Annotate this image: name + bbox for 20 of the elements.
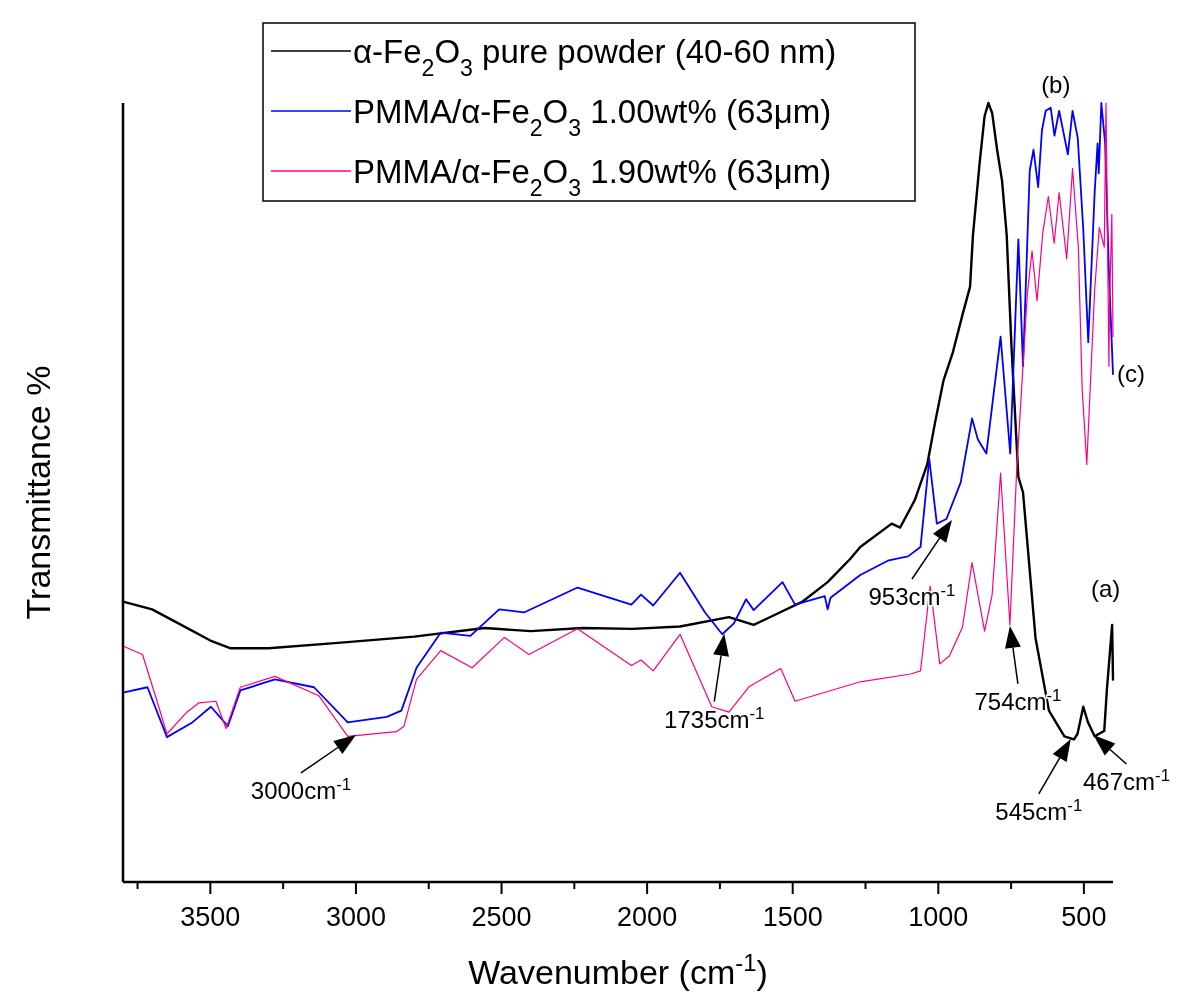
legend-label: PMMA/α-Fe$_{2}$O$_{3}$ 1.90wt% (63μm) (353, 153, 832, 201)
x-axis-title: Wavenumber (cm$^{-1}$) (468, 948, 768, 991)
annotation: (b) (1041, 70, 1071, 98)
legend-label: PMMA/α-Fe$_{2}$O$_{3}$ 1.00wt% (63μm) (353, 93, 832, 141)
x-tick-label: 2500 (471, 902, 532, 932)
annotation: 754cm$^{-1}$ (974, 685, 1062, 715)
legend-label: α-Fe$_{2}$O$_{3}$ pure powder (40-60 nm) (353, 33, 837, 81)
annotation: (c) (1117, 360, 1145, 388)
x-tick-label: 1500 (762, 902, 823, 932)
annotation: (a) (1091, 574, 1121, 602)
annotation: 1735cm$^{-1}$ (664, 703, 765, 733)
y-axis-title: Transmittance % (19, 365, 57, 620)
annotation: 3000cm$^{-1}$ (250, 774, 352, 804)
x-tick-label: 3000 (325, 902, 386, 932)
x-tick-label: 1000 (908, 902, 969, 932)
annotation: 545cm$^{-1}$ (995, 795, 1083, 825)
x-tick-label: 3500 (180, 902, 241, 932)
annotation: 467cm$^{-1}$ (1083, 765, 1170, 795)
x-tick-label: 500 (1061, 902, 1107, 932)
x-tick-label: 2000 (617, 902, 678, 932)
